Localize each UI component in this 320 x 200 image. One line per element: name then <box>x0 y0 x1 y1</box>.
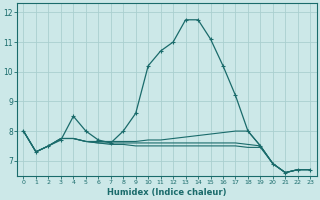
X-axis label: Humidex (Indice chaleur): Humidex (Indice chaleur) <box>107 188 227 197</box>
